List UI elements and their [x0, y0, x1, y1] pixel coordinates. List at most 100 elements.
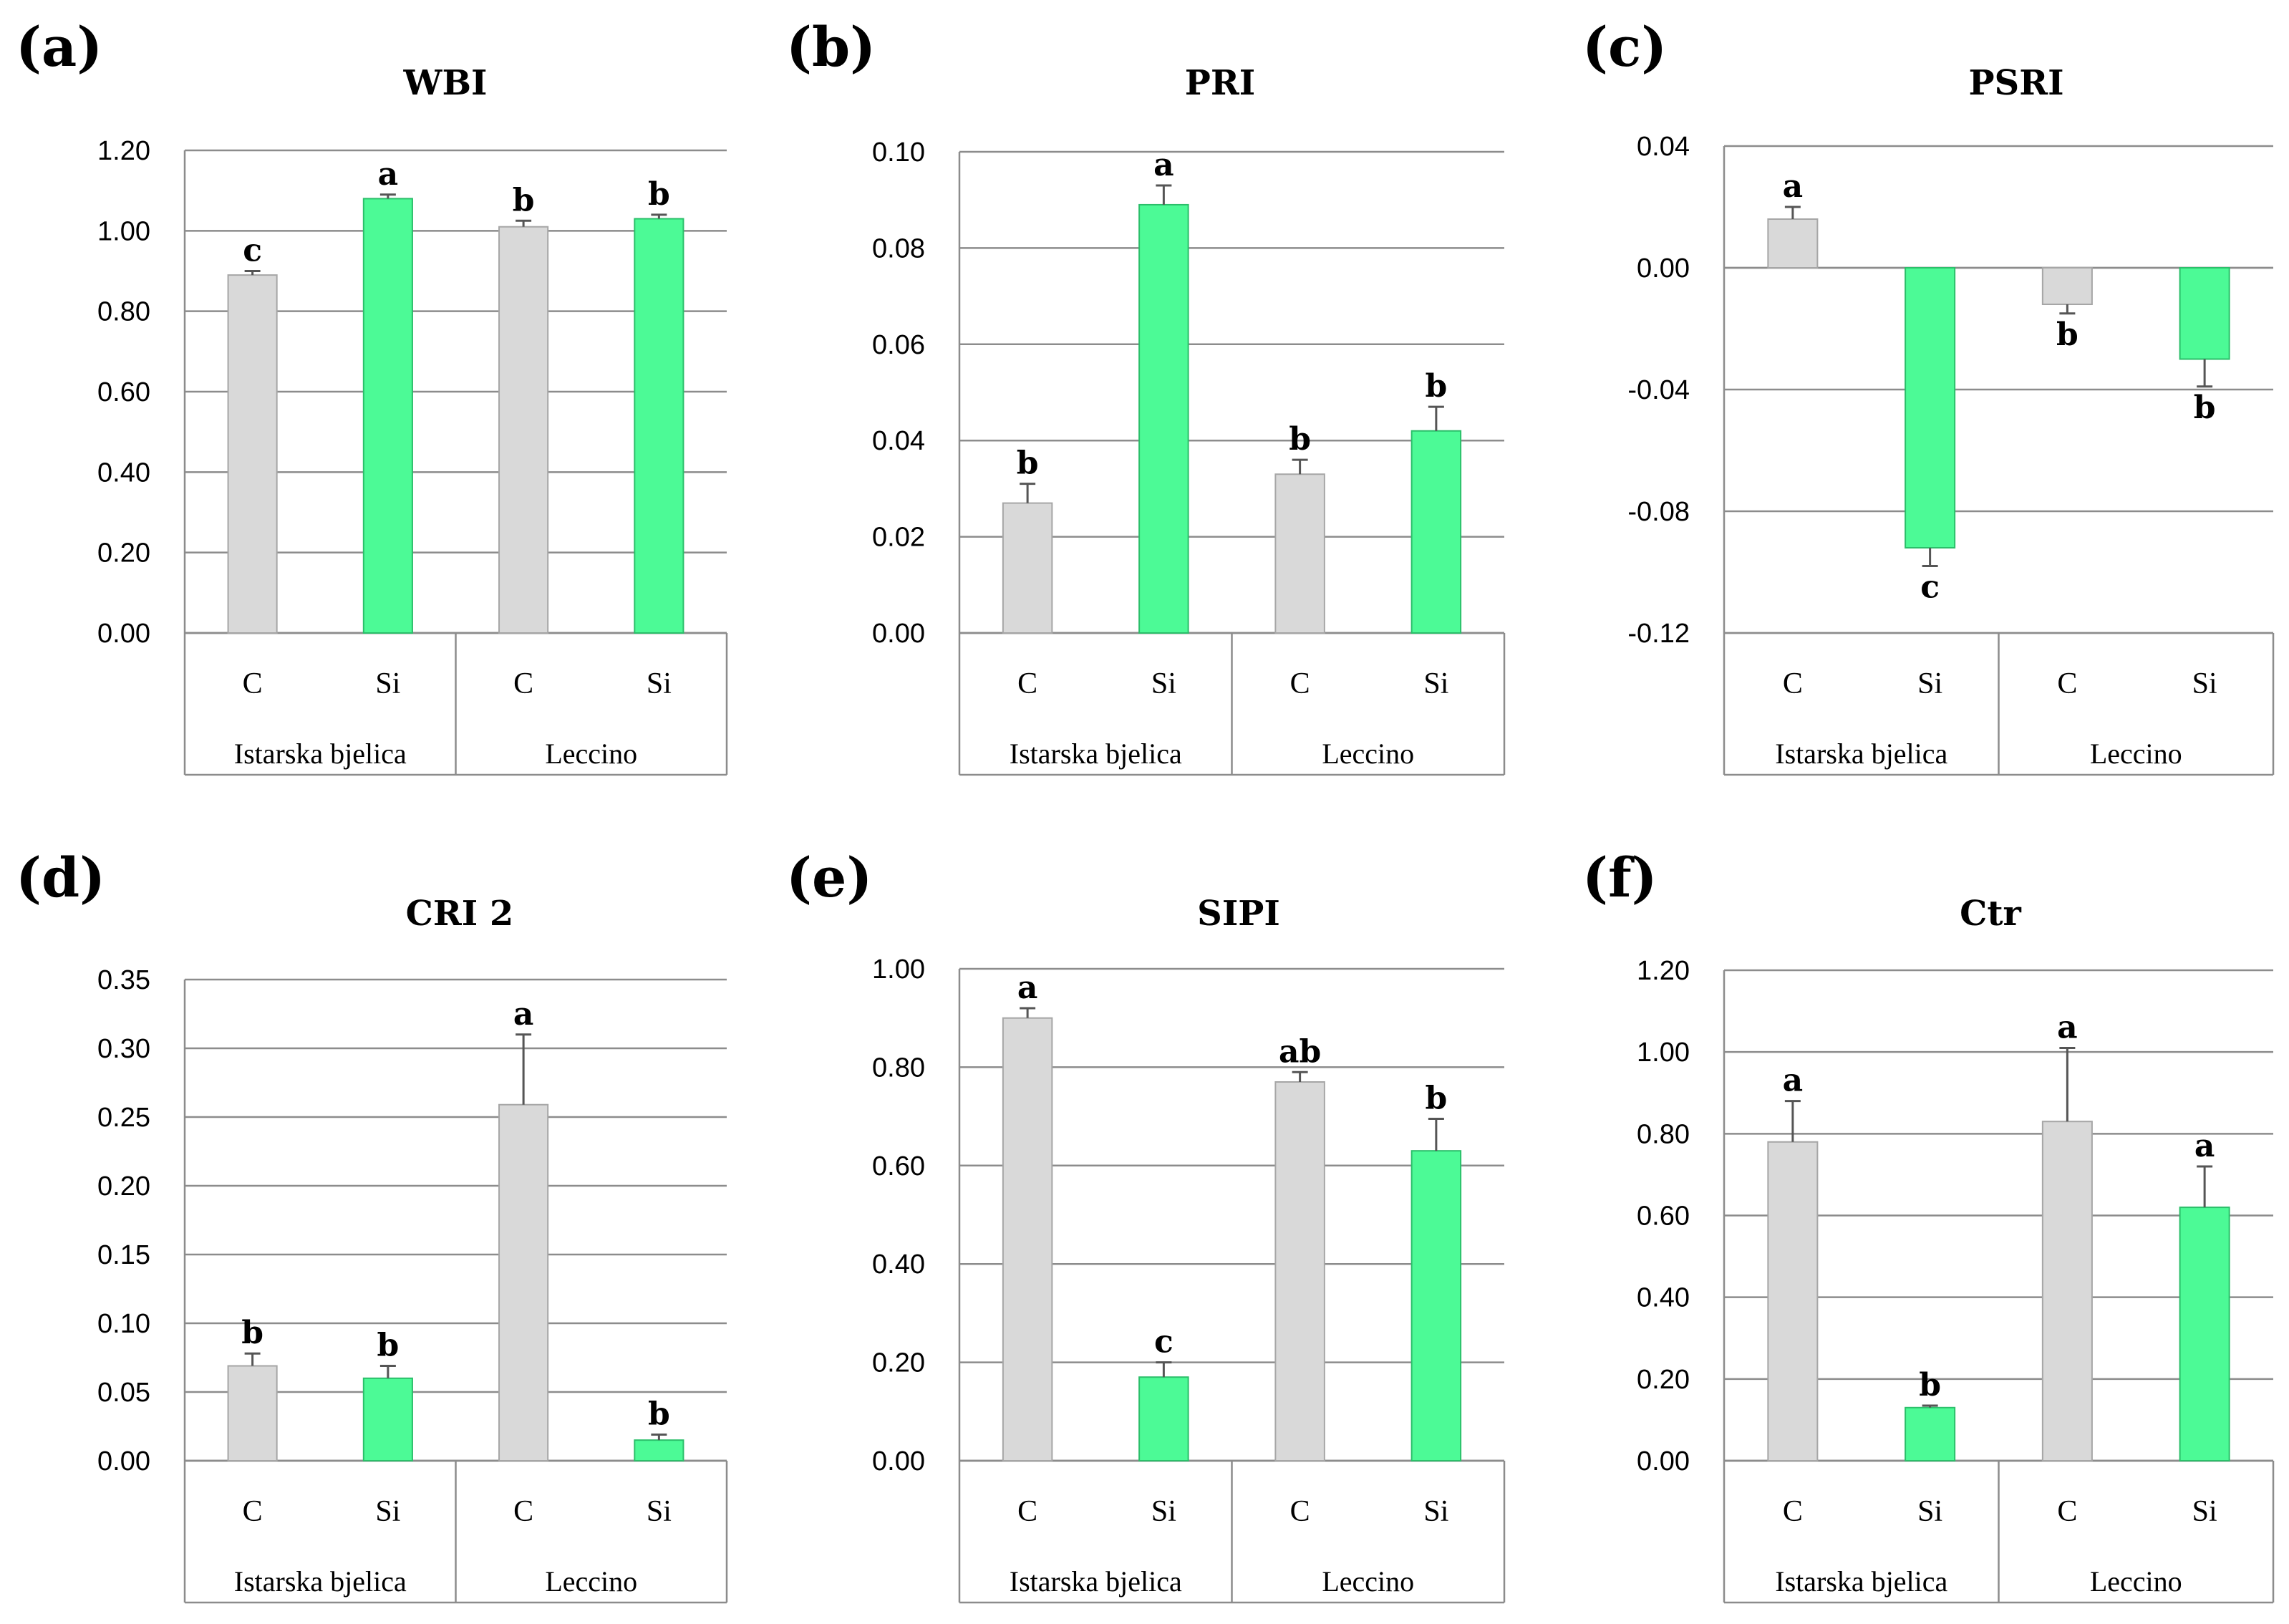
- x-group-label: Istarska bjelica: [1775, 738, 1947, 770]
- significance-letter: a: [513, 996, 534, 1033]
- x-group-label: Istarska bjelica: [1010, 738, 1182, 770]
- x-category-label: Si: [375, 667, 400, 700]
- panel-label: (f): [1582, 846, 1658, 909]
- significance-letter: b: [1289, 421, 1311, 458]
- x-category-label: Si: [647, 1495, 672, 1528]
- significance-letter: b: [2056, 316, 2079, 353]
- bar-c: [498, 1103, 549, 1461]
- panel-label: (b): [786, 15, 876, 79]
- significance-letter: b: [1425, 368, 1447, 405]
- y-tick-label: 0.35: [97, 965, 150, 995]
- bar-si: [1410, 1150, 1462, 1461]
- y-tick-label: 1.00: [1637, 1038, 1690, 1068]
- y-tick-label: 0.10: [97, 1309, 150, 1339]
- significance-letter: c: [1920, 569, 1940, 606]
- x-category-label: Si: [2192, 1495, 2217, 1528]
- significance-letter: c: [243, 233, 262, 269]
- y-tick-label: 0.40: [872, 1250, 925, 1280]
- bar-si: [1138, 203, 1189, 634]
- x-category-label: C: [1783, 1495, 1803, 1528]
- y-tick-label: 0.20: [97, 538, 150, 569]
- y-tick-label: 0.02: [872, 523, 925, 553]
- panel-label: (e): [786, 846, 872, 909]
- x-group-label: Leccino: [2090, 738, 2182, 770]
- chart-panel-4: (d) CRI 2 0.00 0.05 0.10 0.15 0.20 0.25 0.30 0.35…: [16, 846, 728, 1604]
- x-category-label: C: [2057, 667, 2077, 700]
- chart-panel-6: (f) Ctr 0.00 0.20 0.40 0.60 0.80 1.00 1.20 a Cb Si a…: [1582, 846, 2275, 1604]
- x-category-label: C: [243, 667, 263, 700]
- x-group-label: Istarska bjelica: [1775, 1565, 1947, 1598]
- chart-panel-2: (b) PRI 0.00 0.02 0.04 0.06 0.08 0.10 b Ca Si b Cb Si…: [786, 15, 1506, 776]
- x-category-label: Si: [2192, 667, 2217, 700]
- bar-c: [227, 1365, 278, 1462]
- chart-title: Ctr: [1960, 894, 2021, 934]
- significance-letter: a: [2057, 1009, 2078, 1045]
- y-tick-label: 1.20: [97, 136, 150, 166]
- bar-c: [2041, 1121, 2093, 1462]
- x-group-label: Leccino: [1322, 738, 1414, 770]
- significance-letter: a: [2194, 1128, 2215, 1164]
- significance-letter: c: [1154, 1324, 1173, 1360]
- y-tick-label: 0.00: [872, 1446, 925, 1476]
- significance-letter: a: [1783, 1063, 1804, 1099]
- y-tick-label: 0.20: [1637, 1365, 1690, 1395]
- x-category-label: C: [1290, 1495, 1310, 1528]
- y-tick-label: 0.40: [1637, 1283, 1690, 1313]
- x-category-label: Si: [1917, 1495, 1942, 1528]
- y-tick-label: 0.00: [97, 619, 150, 649]
- chart-title: CRI 2: [406, 894, 514, 934]
- chart-panel-1: (a) WBI 0.00 0.20 0.40 0.60 0.80 1.00 1.20 c Ca Si b…: [16, 15, 728, 776]
- y-tick-label: 0.30: [97, 1034, 150, 1064]
- x-category-label: Si: [1151, 1495, 1176, 1528]
- bar-si: [1905, 267, 1956, 548]
- y-tick-label: 0.06: [872, 330, 925, 360]
- y-tick-label: 0.40: [97, 458, 150, 488]
- bar-c: [2041, 267, 2093, 305]
- y-tick-label: -0.12: [1627, 619, 1690, 649]
- chart-title: PSRI: [1968, 63, 2063, 103]
- bar-si: [362, 1377, 413, 1462]
- x-category-label: C: [1783, 667, 1803, 700]
- chart-panel-5: (e) SIPI 0.00 0.20 0.40 0.60 0.80 1.00 a Cc Si ab Cb…: [786, 846, 1506, 1604]
- x-category-label: Si: [1151, 667, 1176, 700]
- panel-label: (a): [16, 15, 102, 79]
- significance-letter: b: [2194, 390, 2216, 426]
- x-group-label: Istarska bjelica: [234, 738, 407, 770]
- significance-letter: b: [648, 176, 670, 213]
- chart-panel-3: (c) PSRI -0.12 -0.08 -0.04 0.00 0.04 a Cc Si b Cb Si…: [1582, 15, 2275, 776]
- y-tick-label: 0.20: [872, 1348, 925, 1378]
- y-tick-label: 0.15: [97, 1240, 150, 1270]
- x-category-label: C: [513, 667, 533, 700]
- chart-title: WBI: [403, 63, 488, 103]
- significance-letter: a: [1017, 970, 1038, 1006]
- y-tick-label: 0.80: [1637, 1119, 1690, 1149]
- bar-c: [1767, 1141, 1819, 1461]
- significance-letter: a: [1783, 168, 1804, 205]
- x-group-label: Leccino: [2090, 1565, 2182, 1598]
- significance-letter: b: [648, 1396, 670, 1433]
- bar-si: [634, 1439, 684, 1461]
- x-category-label: C: [2057, 1495, 2077, 1528]
- y-tick-label: 1.00: [872, 954, 925, 985]
- x-group-label: Leccino: [1322, 1565, 1414, 1598]
- significance-letter: a: [378, 156, 399, 193]
- y-tick-label: -0.08: [1627, 497, 1690, 527]
- x-category-label: Si: [1423, 667, 1448, 700]
- y-tick-label: 0.80: [872, 1053, 925, 1083]
- x-category-label: Si: [647, 667, 672, 700]
- x-category-label: C: [243, 1495, 263, 1528]
- y-tick-label: 0.05: [97, 1378, 150, 1408]
- bar-c: [1002, 1017, 1053, 1461]
- bar-c: [1274, 1081, 1325, 1461]
- y-tick-label: 0.25: [97, 1103, 150, 1133]
- bar-c: [1002, 502, 1053, 634]
- panel-label: (c): [1582, 15, 1667, 79]
- significance-letter: b: [1425, 1081, 1447, 1117]
- x-category-label: C: [1017, 1495, 1037, 1528]
- bar-si: [1138, 1376, 1189, 1461]
- y-tick-label: 0.04: [1637, 132, 1690, 162]
- y-tick-label: 0.04: [872, 426, 925, 456]
- y-tick-label: 1.00: [97, 216, 150, 246]
- x-category-label: Si: [1423, 1495, 1448, 1528]
